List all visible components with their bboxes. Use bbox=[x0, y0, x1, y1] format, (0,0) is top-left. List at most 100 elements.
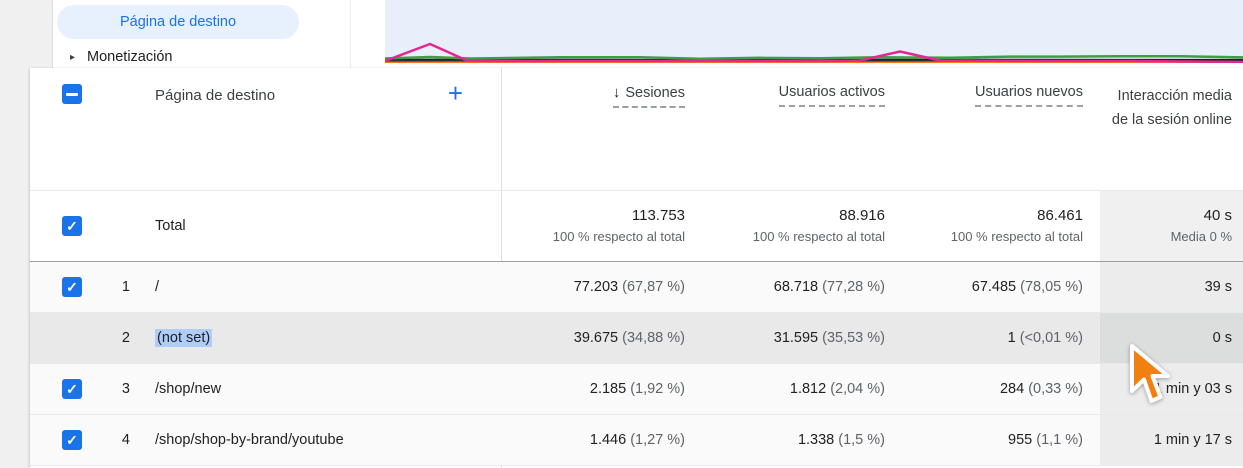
page-path[interactable]: /shop/shop-by-brand/youtube bbox=[155, 432, 344, 448]
sidebar-item-monetization[interactable]: ▸ Monetización bbox=[53, 49, 172, 65]
sessions-percent: (1,27 %) bbox=[630, 432, 685, 448]
sessions-percent: (67,87 %) bbox=[622, 279, 685, 295]
new-percent: (0,33 %) bbox=[1028, 381, 1083, 397]
total-label: Total bbox=[155, 218, 186, 234]
active-users-header-label: Usuarios activos bbox=[778, 84, 885, 107]
table-header-row: Página de destino + ↓ Sesiones Usuarios a… bbox=[30, 68, 1243, 190]
engagement-value: 0 s bbox=[1212, 330, 1232, 346]
row-index: 2 bbox=[121, 330, 130, 346]
row-page-cell: / bbox=[130, 279, 501, 295]
sessions-value: 77.203 bbox=[573, 279, 619, 295]
new-percent: (1,1 %) bbox=[1036, 432, 1083, 448]
active-users-cell: 68.718 (77,28 %) bbox=[685, 279, 885, 295]
sessions-value: 39.675 bbox=[573, 330, 619, 346]
total-sessions-cell: 113.753 100 % respecto al total bbox=[501, 205, 685, 247]
row-index: 1 bbox=[121, 279, 130, 295]
engagement-cell: 1 min y 03 s bbox=[1100, 364, 1243, 414]
sessions-cell: 39.675 (34,88 %) bbox=[501, 330, 685, 346]
page-path[interactable]: / bbox=[155, 279, 160, 295]
dimension-header-label[interactable]: Página de destino bbox=[155, 87, 276, 104]
column-header-new-users[interactable]: Usuarios nuevos bbox=[885, 84, 1100, 107]
column-header-engagement[interactable]: Interacción media de la sesión online bbox=[1100, 84, 1243, 190]
engagement-value: 1 min y 17 s bbox=[1153, 432, 1232, 448]
engagement-cell: 1 min y 17 s bbox=[1100, 415, 1243, 465]
table-row[interactable]: ✓ 3 /shop/new 2.185 (1,92 %) 1.812 (2,04 %… bbox=[30, 364, 1243, 415]
series-green bbox=[385, 54, 1243, 61]
select-all-checkbox[interactable] bbox=[62, 84, 82, 104]
active-users-cell: 31.595 (35,53 %) bbox=[685, 330, 885, 346]
active-users-cell: 1.812 (2,04 %) bbox=[685, 381, 885, 397]
row-checkbox-cell: ✓ bbox=[30, 277, 86, 297]
active-percent: (2,04 %) bbox=[830, 381, 885, 397]
check-icon: ✓ bbox=[66, 279, 78, 295]
total-new-users-cell: 86.461 100 % respecto al total bbox=[885, 205, 1100, 247]
row-checkbox-cell: ✓ bbox=[30, 379, 86, 399]
row-checkbox[interactable]: ✓ bbox=[62, 277, 82, 297]
total-checkbox-cell: ✓ bbox=[30, 216, 86, 236]
add-column-button[interactable]: + bbox=[447, 78, 463, 108]
table-row[interactable]: ✓ 4 /shop/shop-by-brand/youtube 1.446 (1,… bbox=[30, 415, 1243, 466]
table-row[interactable]: ✓ 1 / 77.203 (67,87 %) 68.718 (77,28 %) 67… bbox=[30, 262, 1243, 313]
new-value: 955 bbox=[1008, 432, 1033, 448]
total-active-value: 88.916 bbox=[839, 207, 885, 224]
row-checkbox[interactable]: ✓ bbox=[62, 430, 82, 450]
engagement-cell: 0 s bbox=[1100, 313, 1243, 363]
row-checkbox[interactable]: ✓ bbox=[62, 379, 82, 399]
sort-descending-icon: ↓ bbox=[612, 84, 621, 101]
new-percent: (<0,01 %) bbox=[1019, 330, 1083, 346]
new-users-cell: 284 (0,33 %) bbox=[885, 381, 1100, 397]
active-value: 31.595 bbox=[773, 330, 819, 346]
page-path[interactable]: /shop/new bbox=[155, 381, 222, 397]
new-value: 1 bbox=[1007, 330, 1016, 346]
sessions-cell: 1.446 (1,27 %) bbox=[501, 432, 685, 448]
active-percent: (1,5 %) bbox=[838, 432, 885, 448]
total-sessions-value: 113.753 bbox=[631, 207, 685, 224]
total-row-checkbox[interactable]: ✓ bbox=[62, 216, 82, 236]
active-value: 68.718 bbox=[773, 279, 819, 295]
total-active-users-cell: 88.916 100 % respecto al total bbox=[685, 205, 885, 247]
engagement-header-label: Interacción media de la sesión online bbox=[1111, 88, 1232, 128]
sidebar-item-landing-page[interactable]: Página de destino bbox=[57, 5, 299, 39]
engagement-cell: 39 s bbox=[1100, 262, 1243, 312]
row-page-cell: /shop/shop-by-brand/youtube bbox=[130, 432, 501, 448]
total-label-cell: Total bbox=[130, 218, 501, 234]
row-page-cell: (not set) bbox=[130, 329, 501, 347]
new-percent: (78,05 %) bbox=[1020, 279, 1083, 295]
sidebar-item-monetization-label: Monetización bbox=[87, 49, 173, 65]
active-value: 1.812 bbox=[789, 381, 827, 397]
total-new-value: 86.461 bbox=[1037, 207, 1083, 224]
table-total-row: ✓ Total 113.753 100 % respecto al total 8… bbox=[30, 190, 1243, 262]
line-chart-canvas bbox=[385, 42, 1243, 63]
engagement-value: 39 s bbox=[1204, 279, 1232, 295]
row-checkbox-cell: ✓ bbox=[30, 430, 86, 450]
column-header-active-users[interactable]: Usuarios activos bbox=[685, 84, 885, 107]
total-sessions-subtext: 100 % respecto al total bbox=[552, 229, 685, 244]
series-pink bbox=[385, 42, 1243, 63]
sessions-cell: 77.203 (67,87 %) bbox=[501, 279, 685, 295]
check-icon: ✓ bbox=[66, 432, 78, 448]
sessions-value: 2.185 bbox=[589, 381, 627, 397]
page-path-selected[interactable]: (not set) bbox=[155, 329, 213, 347]
sessions-percent: (34,88 %) bbox=[622, 330, 685, 346]
column-header-sessions[interactable]: ↓ Sesiones bbox=[501, 84, 685, 108]
total-new-subtext: 100 % respecto al total bbox=[950, 229, 1083, 244]
table-row[interactable]: 2 (not set) 39.675 (34,88 %) 31.595 (35,53… bbox=[30, 313, 1243, 364]
sessions-line-chart[interactable] bbox=[385, 0, 1243, 63]
total-active-subtext: 100 % respecto al total bbox=[752, 229, 885, 244]
row-index: 4 bbox=[121, 432, 130, 448]
engagement-value: 1 min y 03 s bbox=[1153, 381, 1232, 397]
row-page-cell: /shop/new bbox=[130, 381, 501, 397]
new-users-header-label: Usuarios nuevos bbox=[975, 84, 1083, 107]
active-users-cell: 1.338 (1,5 %) bbox=[685, 432, 885, 448]
sessions-value: 1.446 bbox=[589, 432, 627, 448]
total-engagement-cell: 40 s Media 0 % bbox=[1100, 191, 1243, 261]
sessions-cell: 2.185 (1,92 %) bbox=[501, 381, 685, 397]
total-engagement-value: 40 s bbox=[1203, 207, 1232, 224]
sessions-header-label: Sesiones bbox=[625, 85, 685, 101]
check-icon: ✓ bbox=[66, 218, 78, 234]
indeterminate-icon bbox=[66, 92, 78, 96]
new-value: 284 bbox=[999, 381, 1025, 397]
active-value: 1.338 bbox=[797, 432, 835, 448]
new-users-cell: 67.485 (78,05 %) bbox=[885, 279, 1100, 295]
